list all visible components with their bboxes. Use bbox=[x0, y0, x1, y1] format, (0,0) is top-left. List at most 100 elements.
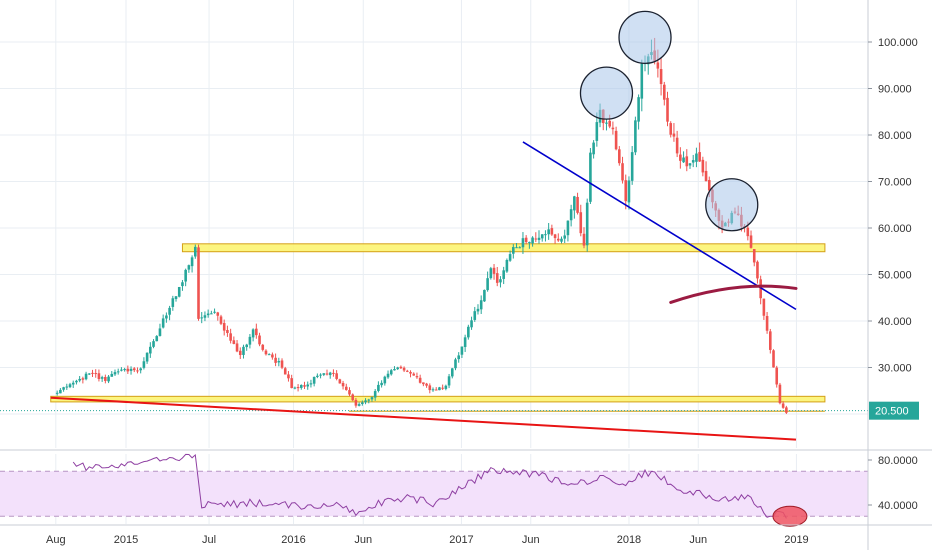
candle-body-102 bbox=[383, 376, 387, 384]
candle-body-148 bbox=[531, 237, 534, 244]
candle-body-60 bbox=[248, 336, 252, 345]
candle-body-159 bbox=[566, 220, 570, 236]
candle-body-47 bbox=[206, 313, 210, 316]
candle-body-107 bbox=[399, 366, 403, 369]
candle-body-35 bbox=[168, 307, 171, 315]
candle-body-18 bbox=[113, 372, 117, 375]
candle-body-26 bbox=[139, 368, 142, 371]
candle-body-77 bbox=[303, 385, 306, 387]
candle-body-120 bbox=[441, 387, 444, 389]
candle-body-29 bbox=[149, 346, 152, 354]
candle-body-14 bbox=[100, 377, 104, 379]
candle-body-91 bbox=[348, 390, 351, 395]
candle-body-194 bbox=[679, 154, 682, 161]
candle-body-134 bbox=[486, 278, 489, 291]
x-tick-label-7: 2018 bbox=[617, 534, 641, 546]
candle-body-192 bbox=[672, 133, 676, 137]
candle-body-28 bbox=[145, 352, 149, 362]
candle-body-43 bbox=[193, 246, 197, 257]
candle-body-106 bbox=[396, 367, 399, 370]
candle-body-144 bbox=[518, 247, 522, 249]
candle-body-110 bbox=[409, 371, 412, 374]
candle-body-198 bbox=[691, 160, 695, 163]
candle-body-85 bbox=[328, 372, 332, 376]
candle-body-86 bbox=[332, 372, 335, 374]
candle-body-105 bbox=[393, 369, 396, 371]
candle-body-25 bbox=[136, 370, 139, 372]
candle-body-195 bbox=[682, 157, 685, 163]
candle-body-53 bbox=[226, 330, 229, 334]
candle-body-155 bbox=[553, 234, 557, 239]
candle-body-147 bbox=[528, 242, 531, 244]
candle-body-118 bbox=[434, 389, 438, 391]
candle-body-61 bbox=[251, 329, 255, 338]
price-grid bbox=[0, 0, 868, 524]
candle-body-151 bbox=[540, 234, 544, 239]
rsi-panel bbox=[0, 453, 868, 527]
x-tick-label-9: 2019 bbox=[784, 534, 808, 546]
x-tick-label-3: 2016 bbox=[281, 534, 305, 546]
candle-body-104 bbox=[389, 370, 393, 375]
candle-body-203 bbox=[707, 180, 711, 191]
candle-body-31 bbox=[155, 336, 159, 342]
candle-body-37 bbox=[174, 296, 178, 299]
candle-body-103 bbox=[386, 373, 390, 378]
candle-body-167 bbox=[592, 142, 595, 155]
candle-body-89 bbox=[341, 383, 345, 387]
candle-body-187 bbox=[656, 62, 660, 69]
last-price-badge bbox=[869, 401, 919, 420]
oversold-highlight bbox=[772, 505, 808, 527]
x-tick-label-0: Aug bbox=[46, 534, 66, 546]
candle-body-97 bbox=[367, 399, 371, 401]
peak-circle-2 bbox=[618, 10, 672, 64]
candle-body-67 bbox=[271, 354, 274, 358]
candle-body-48 bbox=[210, 313, 213, 315]
candle-body-188 bbox=[659, 69, 663, 85]
candle-body-24 bbox=[132, 368, 136, 371]
descending-trendline bbox=[522, 141, 797, 311]
candle-body-52 bbox=[222, 323, 226, 331]
candle-body-75 bbox=[296, 387, 300, 389]
peak-circle-3 bbox=[705, 178, 759, 232]
rsi-tick-label-0: 80.0000 bbox=[878, 455, 918, 467]
candle-body-135 bbox=[489, 268, 493, 279]
candle-body-0 bbox=[55, 392, 59, 394]
candle-body-171 bbox=[605, 122, 608, 124]
x-tick-label-1: 2015 bbox=[114, 534, 138, 546]
candle-body-164 bbox=[582, 233, 586, 246]
candle-body-121 bbox=[444, 385, 448, 389]
candle-body-199 bbox=[695, 153, 698, 162]
candle-body-168 bbox=[595, 122, 599, 141]
candle-body-131 bbox=[476, 308, 480, 312]
candle-body-127 bbox=[463, 337, 467, 347]
candle-body-8 bbox=[81, 378, 85, 380]
candle-body-153 bbox=[547, 229, 550, 235]
candle-body-81 bbox=[316, 375, 319, 377]
candle-body-190 bbox=[666, 97, 669, 122]
candle-body-197 bbox=[688, 163, 692, 166]
candle-body-218 bbox=[756, 261, 759, 279]
candle-body-123 bbox=[450, 368, 454, 377]
price-tick-label-2: 80.000 bbox=[878, 130, 912, 142]
candle-body-219 bbox=[759, 279, 762, 299]
price-tick-label-7: 30.000 bbox=[878, 363, 912, 375]
candle-body-39 bbox=[181, 282, 184, 287]
candle-body-96 bbox=[364, 400, 367, 403]
candle-body-78 bbox=[306, 384, 310, 387]
candle-body-143 bbox=[515, 247, 518, 249]
candle-body-139 bbox=[502, 270, 505, 279]
price-tick-label-4: 60.000 bbox=[878, 223, 912, 235]
candle-body-178 bbox=[627, 180, 631, 203]
x-tick-label-4: Jun bbox=[354, 534, 372, 546]
candle-body-173 bbox=[611, 127, 615, 130]
candle-body-176 bbox=[621, 163, 624, 181]
candle-body-157 bbox=[560, 238, 563, 242]
candle-body-224 bbox=[775, 367, 779, 385]
candle-body-119 bbox=[438, 387, 441, 391]
candle-body-56 bbox=[235, 343, 239, 352]
candle-body-216 bbox=[749, 235, 753, 248]
candles bbox=[55, 37, 788, 414]
candle-body-46 bbox=[203, 315, 207, 318]
candle-body-116 bbox=[428, 385, 432, 391]
candle-body-149 bbox=[534, 238, 538, 240]
